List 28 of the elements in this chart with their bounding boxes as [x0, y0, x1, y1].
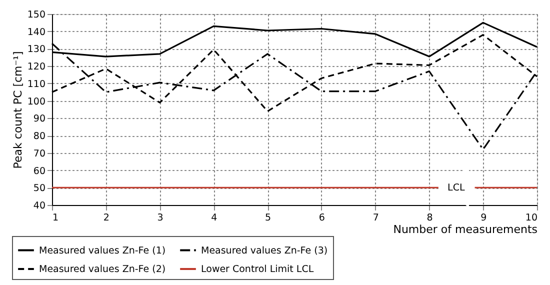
x-tick-label: 10	[525, 212, 538, 224]
y-tick-label: 140	[27, 26, 46, 38]
y-tick-label: 110	[27, 78, 46, 90]
y-tick-label: 40	[33, 200, 46, 212]
legend-label: Measured values Zn-Fe (2)	[39, 264, 166, 275]
x-tick-label: 2	[103, 212, 110, 224]
x-axis-title: Number of measurements	[393, 223, 538, 236]
x-tick-label: 5	[265, 212, 272, 224]
y-axis-title: Peak count PC [cm⁻¹]	[11, 51, 24, 169]
y-tick-label: 130	[27, 44, 46, 56]
x-tick-label: 8	[426, 212, 433, 224]
legend-label: Measured values Zn-Fe (3)	[201, 245, 328, 256]
legend-label: Measured values Zn-Fe (1)	[39, 245, 166, 256]
y-tick-label: 100	[27, 96, 46, 108]
y-tick-label: 50	[33, 183, 46, 194]
x-tick-label: 7	[372, 212, 379, 224]
y-tick-label: 150	[27, 10, 46, 20]
y-tick-label: 120	[27, 62, 46, 73]
y-tick-label: 60	[33, 166, 46, 177]
x-tick-label: 9	[480, 212, 487, 224]
y-tick-label: 70	[33, 148, 46, 160]
x-tick-label: 6	[318, 212, 325, 224]
legend-label: Lower Control Limit LCL	[201, 264, 314, 275]
x-tick-label: 3	[157, 212, 164, 224]
y-tick-label: 90	[33, 114, 46, 125]
y-tick-label: 80	[33, 131, 46, 142]
x-tick-label: 4	[211, 212, 218, 224]
x-tick-label: 1	[52, 212, 59, 224]
